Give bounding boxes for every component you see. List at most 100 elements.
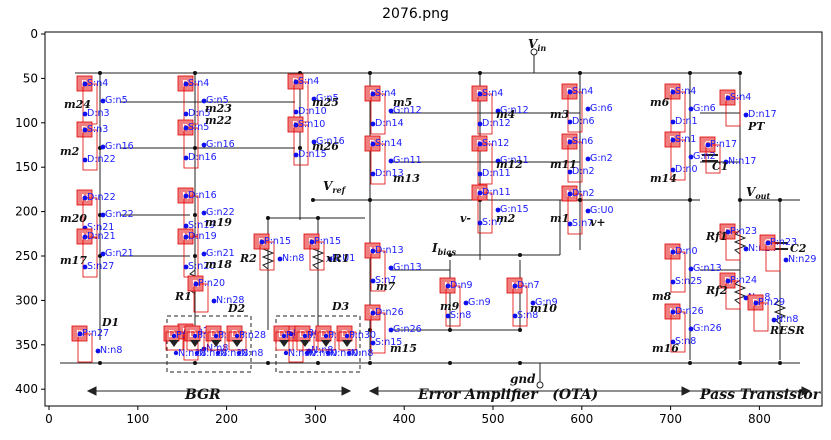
device-label-c2: C2 xyxy=(790,242,807,255)
wire-junctions xyxy=(98,71,782,365)
net-label: D:n11 xyxy=(482,187,511,198)
net-label: D:n15 xyxy=(298,149,327,160)
net-label: N:n8 xyxy=(100,345,122,356)
annotation-body xyxy=(765,242,781,272)
net-label: G:n11 xyxy=(500,155,529,166)
terminal-dot xyxy=(183,81,189,87)
net-label: P:n15 xyxy=(264,236,291,247)
device-label-m2b: m2 xyxy=(496,212,516,225)
terminal-dot xyxy=(567,191,573,197)
net-label: S:n7 xyxy=(482,217,503,228)
junction-dot xyxy=(298,146,302,150)
net-label: G:n21 xyxy=(206,248,235,259)
net-label: G:n16 xyxy=(206,139,235,150)
net-label: D:n3 xyxy=(87,108,110,119)
annotation-n: ND:n7G:n9S:n8 xyxy=(506,277,558,327)
net-label: S:n5 xyxy=(188,122,209,133)
junction-dot xyxy=(193,361,197,365)
y-tick-label: 100 xyxy=(15,116,38,130)
terminal-dot xyxy=(688,326,694,332)
diode-tag: D xyxy=(320,329,328,340)
terminal-dot xyxy=(670,119,676,125)
terminal-dot xyxy=(388,108,394,114)
terminal-dot xyxy=(100,144,106,150)
net-label: N:n17 xyxy=(728,156,756,167)
net-label: G:n22 xyxy=(105,209,134,220)
net-label: G:n5 xyxy=(206,95,229,106)
terminal-dot xyxy=(82,81,88,87)
terminal-dot xyxy=(705,142,711,148)
net-label: G:n6 xyxy=(590,103,613,114)
device-label-m3: m3 xyxy=(550,108,570,121)
terminal-dot xyxy=(688,266,694,272)
annotation-body xyxy=(259,241,275,271)
x-tick-label: 200 xyxy=(215,412,238,426)
terminal-dot xyxy=(670,249,676,255)
terminal-dot xyxy=(765,240,771,246)
net-label: G:n6 xyxy=(693,103,716,114)
junction-dot xyxy=(193,146,197,150)
diode-n-label: N:n30 xyxy=(288,348,316,359)
junction-dot xyxy=(448,253,452,257)
net-label: D:n2 xyxy=(572,188,595,199)
terminal-dot xyxy=(309,239,315,245)
annotation-body xyxy=(445,285,461,327)
terminal-dot xyxy=(567,139,573,145)
terminal-dot xyxy=(477,220,483,226)
diode-n-label: N:n28 xyxy=(178,348,206,359)
terminal-dot xyxy=(213,333,219,339)
ibias-label: Ibias xyxy=(431,241,456,257)
diode-body xyxy=(165,331,184,351)
terminal-dot xyxy=(277,256,283,262)
x-tick-label: 700 xyxy=(659,412,682,426)
device-label-xr1: xR1 xyxy=(325,252,349,265)
junction-dot xyxy=(193,71,197,75)
junction-dot xyxy=(316,216,320,220)
net-label: G:n21 xyxy=(105,248,134,259)
terminal-dot xyxy=(688,154,694,160)
annotation-body xyxy=(370,143,386,185)
device-label-m4: m4 xyxy=(496,108,515,121)
annotation-body xyxy=(567,193,583,235)
diode-body xyxy=(275,331,294,351)
annotation-body xyxy=(477,192,493,234)
junction-dot xyxy=(778,198,782,202)
device-label-d1: D1 xyxy=(101,316,119,329)
net-label: D:n13 xyxy=(375,168,404,179)
net-label: G:n15 xyxy=(500,204,529,215)
terminal-dot xyxy=(725,95,731,101)
device-label-m18: m18 xyxy=(205,258,232,271)
terminal-dot xyxy=(512,313,518,319)
annotation-p: PS:n4G:n6D:n1 xyxy=(664,83,716,133)
terminal-dot xyxy=(567,221,573,227)
net-label: D:n19 xyxy=(188,231,217,242)
vin-label: Vin xyxy=(528,37,546,53)
net-label: G:n16 xyxy=(316,136,345,147)
annotation-body xyxy=(725,97,741,127)
terminal-dot xyxy=(463,300,469,306)
net-annotations: PS:n4G:n5D:n3PS:n3G:n16D:n22ND:n22G:n22S… xyxy=(71,73,816,363)
junction-dot xyxy=(368,361,372,365)
y-tick-label: 0 xyxy=(30,27,38,41)
terminal-dot xyxy=(670,339,676,345)
junction-dot xyxy=(778,361,782,365)
net-label: G:n12 xyxy=(393,105,422,116)
junction-dot xyxy=(738,71,742,75)
device-label-m16: m16 xyxy=(652,342,679,355)
net-label: D:n1 xyxy=(675,116,698,127)
section-pass: Pass Transistor xyxy=(699,387,822,403)
device-label-d2: D2 xyxy=(227,302,246,315)
diode-symbol xyxy=(232,340,242,347)
net-label: N:n28 xyxy=(216,295,244,306)
diode-tag: D xyxy=(189,329,197,340)
junction-dot xyxy=(311,198,315,202)
device-label-r1: R1 xyxy=(174,290,192,303)
net-label: S:n14 xyxy=(375,138,402,149)
device-label-m8: m8 xyxy=(652,290,672,303)
